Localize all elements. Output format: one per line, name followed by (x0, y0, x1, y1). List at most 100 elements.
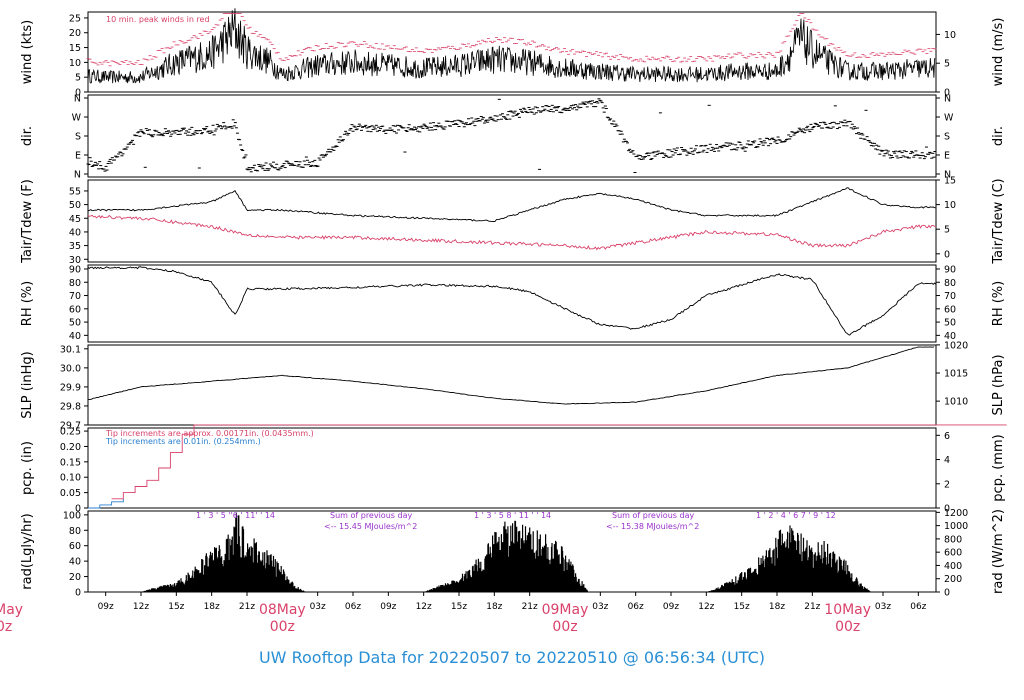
panel-frame-5 (87, 427, 937, 509)
rh-ytick-right-label: 40 (944, 331, 956, 342)
temp-ylabel-right: Tair/Tdew (C) (991, 178, 1006, 264)
rad-ytick-label: 80 (69, 526, 81, 537)
rad-sum-value: <-- 15.45 MJoules/m^2 (324, 522, 417, 531)
slp-ytick-right-label: 1015 (944, 369, 968, 380)
temp-ytick-right-label: 10 (944, 200, 956, 211)
time-tick-label: 21z (239, 602, 255, 612)
panel-frame-1 (87, 94, 937, 178)
dir-ytick-right-label: S (944, 132, 950, 143)
wind-ylabel-left: wind (kts) (20, 20, 35, 84)
day-label-date: 10May (824, 602, 871, 618)
rad-ytick-right-label: 1000 (944, 521, 968, 532)
dir-ytick-label: N (74, 94, 81, 105)
time-tick-label: 06z (910, 602, 926, 612)
temp-ytick-right-label: 5 (944, 225, 950, 236)
wind-mean-line (87, 8, 936, 84)
page-title: UW Rooftop Data for 20220507 to 20220510… (258, 648, 766, 667)
time-tick-label: 12z (698, 602, 714, 612)
time-tick-label: 18z (204, 602, 220, 612)
dir-ytick-label: E (75, 151, 81, 162)
pcp-ylabel-right: pcp. (mm) (991, 434, 1006, 501)
rh-ytick-right-label: 80 (944, 278, 956, 289)
dir-ytick-label: S (75, 132, 81, 143)
temp-ylabel-left: Tair/Tdew (F) (20, 179, 35, 264)
time-tick-label: 03z (592, 602, 608, 612)
pcp-annotation-blue: Tip increments are 0.01in. (0.254mm.) (105, 437, 261, 446)
pcp-ytick-right-label: 6 (944, 431, 950, 442)
pcp-ytick-label: 0.20 (60, 442, 81, 453)
temp-ytick-label: 35 (69, 241, 81, 252)
day-label-date: 08May (259, 602, 306, 618)
time-tick-label: 06z (628, 602, 644, 612)
rad-sum-label: Sum of previous day (330, 511, 412, 520)
rad-ytick-right-label: 400 (944, 561, 962, 572)
dir-ytick-right-label: E (944, 151, 950, 162)
rad-ytick-right-label: 600 (944, 548, 962, 559)
day-label-hour: 00z (552, 619, 577, 635)
panel-frame-3 (87, 264, 937, 343)
time-tick-label: 03z (310, 602, 326, 612)
rad-ytick-right-label: 800 (944, 534, 962, 545)
pcp-ytick-label: 0.10 (60, 473, 81, 484)
rad-ytick-label: 20 (69, 572, 81, 583)
pcp-line-blue (88, 498, 124, 509)
panel-frame-0 (87, 11, 937, 93)
dir-ylabel-right: dir. (991, 126, 1006, 146)
wind-ytick-label: 5 (75, 73, 81, 84)
rad-hour-ticks: 1 ' 2 ' 4 ' 6 7 ' 9 ' 12 (756, 511, 836, 520)
rh-ytick-label: 60 (69, 304, 81, 315)
temp-ytick-label: 55 (69, 186, 81, 197)
time-tick-label: 21z (522, 602, 538, 612)
slp-ytick-label: 29.7 (60, 421, 81, 432)
time-tick-label: 15z (168, 602, 184, 612)
wind-ytick-right-label: 10 (944, 30, 956, 41)
rh-ytick-right-label: 60 (944, 304, 956, 315)
rad-ytick-label: 40 (69, 557, 81, 568)
rad-ytick-label: 60 (69, 541, 81, 552)
dir-ytick-label: W (72, 113, 82, 124)
day-label-date: 07May (0, 602, 23, 618)
temp-ytick-right-label: 15 (944, 176, 956, 187)
temp-ytick-label: 40 (69, 227, 81, 238)
rad-hour-ticks: 1 ' 3 ' 5 ''6 ' 11' ' 14 (196, 511, 275, 520)
temp-ytick-label: 50 (69, 200, 81, 211)
rad-ytick-right-label: 0 (944, 588, 950, 599)
time-tick-label: 12z (133, 602, 149, 612)
wind-ytick-right-label: 0 (944, 88, 950, 99)
slp-ytick-label: 29.9 (60, 382, 81, 393)
pcp-annotation-red: Tip increments are approx. 0.00171in. (0… (105, 429, 314, 438)
time-tick-label: 09z (663, 602, 679, 612)
rad-ylabel-right: rad (W/m^2) (991, 509, 1006, 594)
slp-ylabel-left: SLP (inHg) (20, 351, 35, 419)
time-tick-label: 03z (875, 602, 891, 612)
temp-ytick-label: 45 (69, 214, 81, 225)
rh-ylabel-right: RH (%) (991, 281, 1006, 326)
time-tick-label: 15z (451, 602, 467, 612)
rad-sum-label: Sum of previous day (612, 511, 694, 520)
pcp-ytick-label: 0.25 (60, 427, 81, 438)
wind-ytick-label: 25 (69, 13, 81, 24)
pcp-ytick-right-label: 0 (944, 504, 950, 515)
rad-hour-ticks: 1 ' 3 ' 5 8 ' 11 ' ' 14 (474, 511, 551, 520)
dir-ytick-right-label: N (944, 170, 951, 181)
rh-ylabel-left: RH (%) (20, 281, 35, 326)
wind-ytick-label: 20 (69, 28, 81, 39)
slp-ytick-right-label: 1010 (944, 397, 968, 408)
time-tick-label: 06z (345, 602, 361, 612)
panel-frame-2 (87, 179, 937, 263)
day-label-date: 09May (542, 602, 589, 618)
rh-ytick-right-label: 50 (944, 318, 956, 329)
pcp-ytick-right-label: 2 (944, 479, 950, 490)
time-tick-label: 12z (416, 602, 432, 612)
wind-ytick-label: 10 (69, 58, 81, 69)
pcp-ytick-label: 0.15 (60, 457, 81, 468)
rad-sum-value: <-- 15.38 MJoules/m^2 (606, 522, 699, 531)
day-label-hour: 00z (0, 619, 12, 635)
wind-annotation: 10 min. peak winds in red (106, 15, 210, 24)
slp-ytick-right-label: 1020 (944, 340, 968, 351)
temp-ytick-label: 30 (69, 255, 81, 266)
rad-area (142, 513, 872, 592)
panel-frame-4 (87, 344, 937, 426)
day-label-hour: 00z (270, 619, 295, 635)
wind-ytick-right-label: 5 (944, 59, 950, 70)
